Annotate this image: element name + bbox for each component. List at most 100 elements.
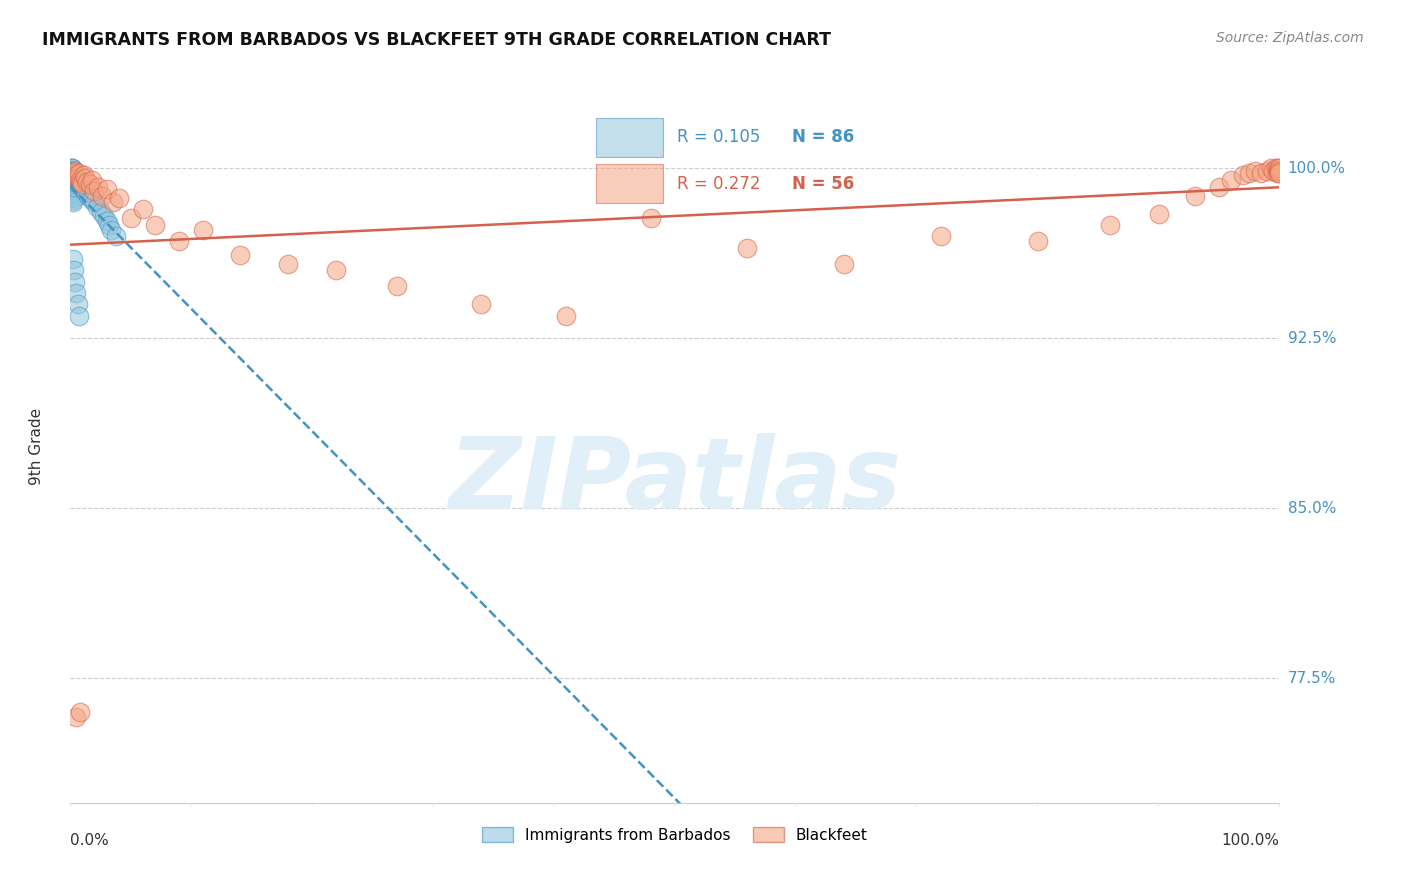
Point (65, 173, 87, 187)
Point (62, 188, 84, 202)
Point (62, 173, 84, 187)
Point (60, 184, 83, 198)
Point (60, 163, 83, 178)
Point (62, 193, 84, 207)
Point (63, 163, 86, 178)
Point (60, 182, 83, 196)
Point (63, 173, 86, 187)
Point (60, 170, 83, 185)
Point (65, 286, 87, 301)
Point (63, 178, 86, 192)
Point (60, 161, 83, 176)
Point (63, 170, 86, 185)
Point (470, 297, 492, 311)
Point (90, 188, 112, 202)
Point (640, 211, 662, 226)
Point (65, 169, 87, 183)
Point (80, 173, 103, 187)
Point (63, 170, 86, 185)
Point (67, 309, 90, 323)
Text: 92.5%: 92.5% (1288, 331, 1336, 346)
Point (65, 709, 87, 723)
Point (62, 182, 84, 196)
Point (120, 211, 142, 226)
Point (62, 166, 84, 180)
Point (75, 186, 97, 201)
Point (60, 166, 83, 180)
Point (1208, 179, 1230, 194)
Text: N = 56: N = 56 (792, 175, 855, 193)
Point (70, 179, 93, 194)
Point (143, 218, 166, 232)
Bar (596, 118, 662, 157)
Point (79, 178, 101, 192)
Point (62, 178, 84, 192)
Point (277, 257, 299, 271)
Point (62, 175, 84, 189)
Point (73, 184, 96, 198)
Point (1099, 218, 1122, 232)
Point (62, 169, 84, 183)
Point (929, 229, 952, 244)
Point (65, 170, 87, 185)
Point (1265, 166, 1288, 180)
Text: N = 86: N = 86 (792, 128, 855, 146)
Point (66, 173, 89, 187)
Point (60, 170, 83, 185)
Point (60, 178, 83, 192)
Point (1250, 166, 1272, 180)
Point (60, 179, 83, 194)
Point (62, 191, 84, 205)
Point (72, 178, 94, 192)
Point (63, 169, 86, 183)
Point (76, 175, 98, 189)
Point (385, 279, 408, 293)
Point (1239, 166, 1261, 180)
Point (1256, 163, 1278, 178)
Point (1220, 173, 1243, 187)
Point (60, 166, 83, 180)
Point (101, 195, 124, 210)
Point (1244, 163, 1267, 178)
Point (60, 173, 83, 187)
Point (62, 170, 84, 185)
Point (62, 195, 84, 210)
Point (62, 184, 84, 198)
Point (87, 179, 110, 194)
Point (1268, 163, 1291, 178)
Text: 9th Grade: 9th Grade (30, 408, 44, 484)
Point (1268, 161, 1291, 176)
Point (1147, 207, 1170, 221)
Point (1268, 166, 1291, 180)
Point (66, 297, 89, 311)
Point (72, 179, 94, 194)
Point (69, 705, 91, 719)
Point (737, 241, 759, 255)
Point (60, 175, 83, 189)
Point (60, 161, 83, 176)
Text: 100.0%: 100.0% (1288, 161, 1346, 176)
Point (60, 175, 83, 189)
Text: 100.0%: 100.0% (1222, 833, 1279, 848)
Point (63, 169, 86, 183)
Point (1267, 163, 1289, 178)
Point (63, 275, 86, 289)
Point (60, 173, 83, 187)
Point (60, 184, 83, 198)
Point (80, 191, 103, 205)
Point (80, 193, 103, 207)
Point (72, 182, 94, 196)
Point (105, 229, 128, 244)
Point (62, 179, 84, 194)
Point (63, 263, 86, 277)
Point (60, 186, 83, 201)
Text: Source: ZipAtlas.com: Source: ZipAtlas.com (1216, 31, 1364, 45)
Point (107, 191, 129, 205)
Point (67, 166, 90, 180)
Point (555, 309, 578, 323)
Point (1260, 161, 1282, 176)
Bar (596, 164, 662, 203)
Text: IMMIGRANTS FROM BARBADOS VS BLACKFEET 9TH GRADE CORRELATION CHART: IMMIGRANTS FROM BARBADOS VS BLACKFEET 9T… (42, 31, 831, 49)
Text: 77.5%: 77.5% (1288, 671, 1336, 686)
Point (1026, 234, 1049, 248)
